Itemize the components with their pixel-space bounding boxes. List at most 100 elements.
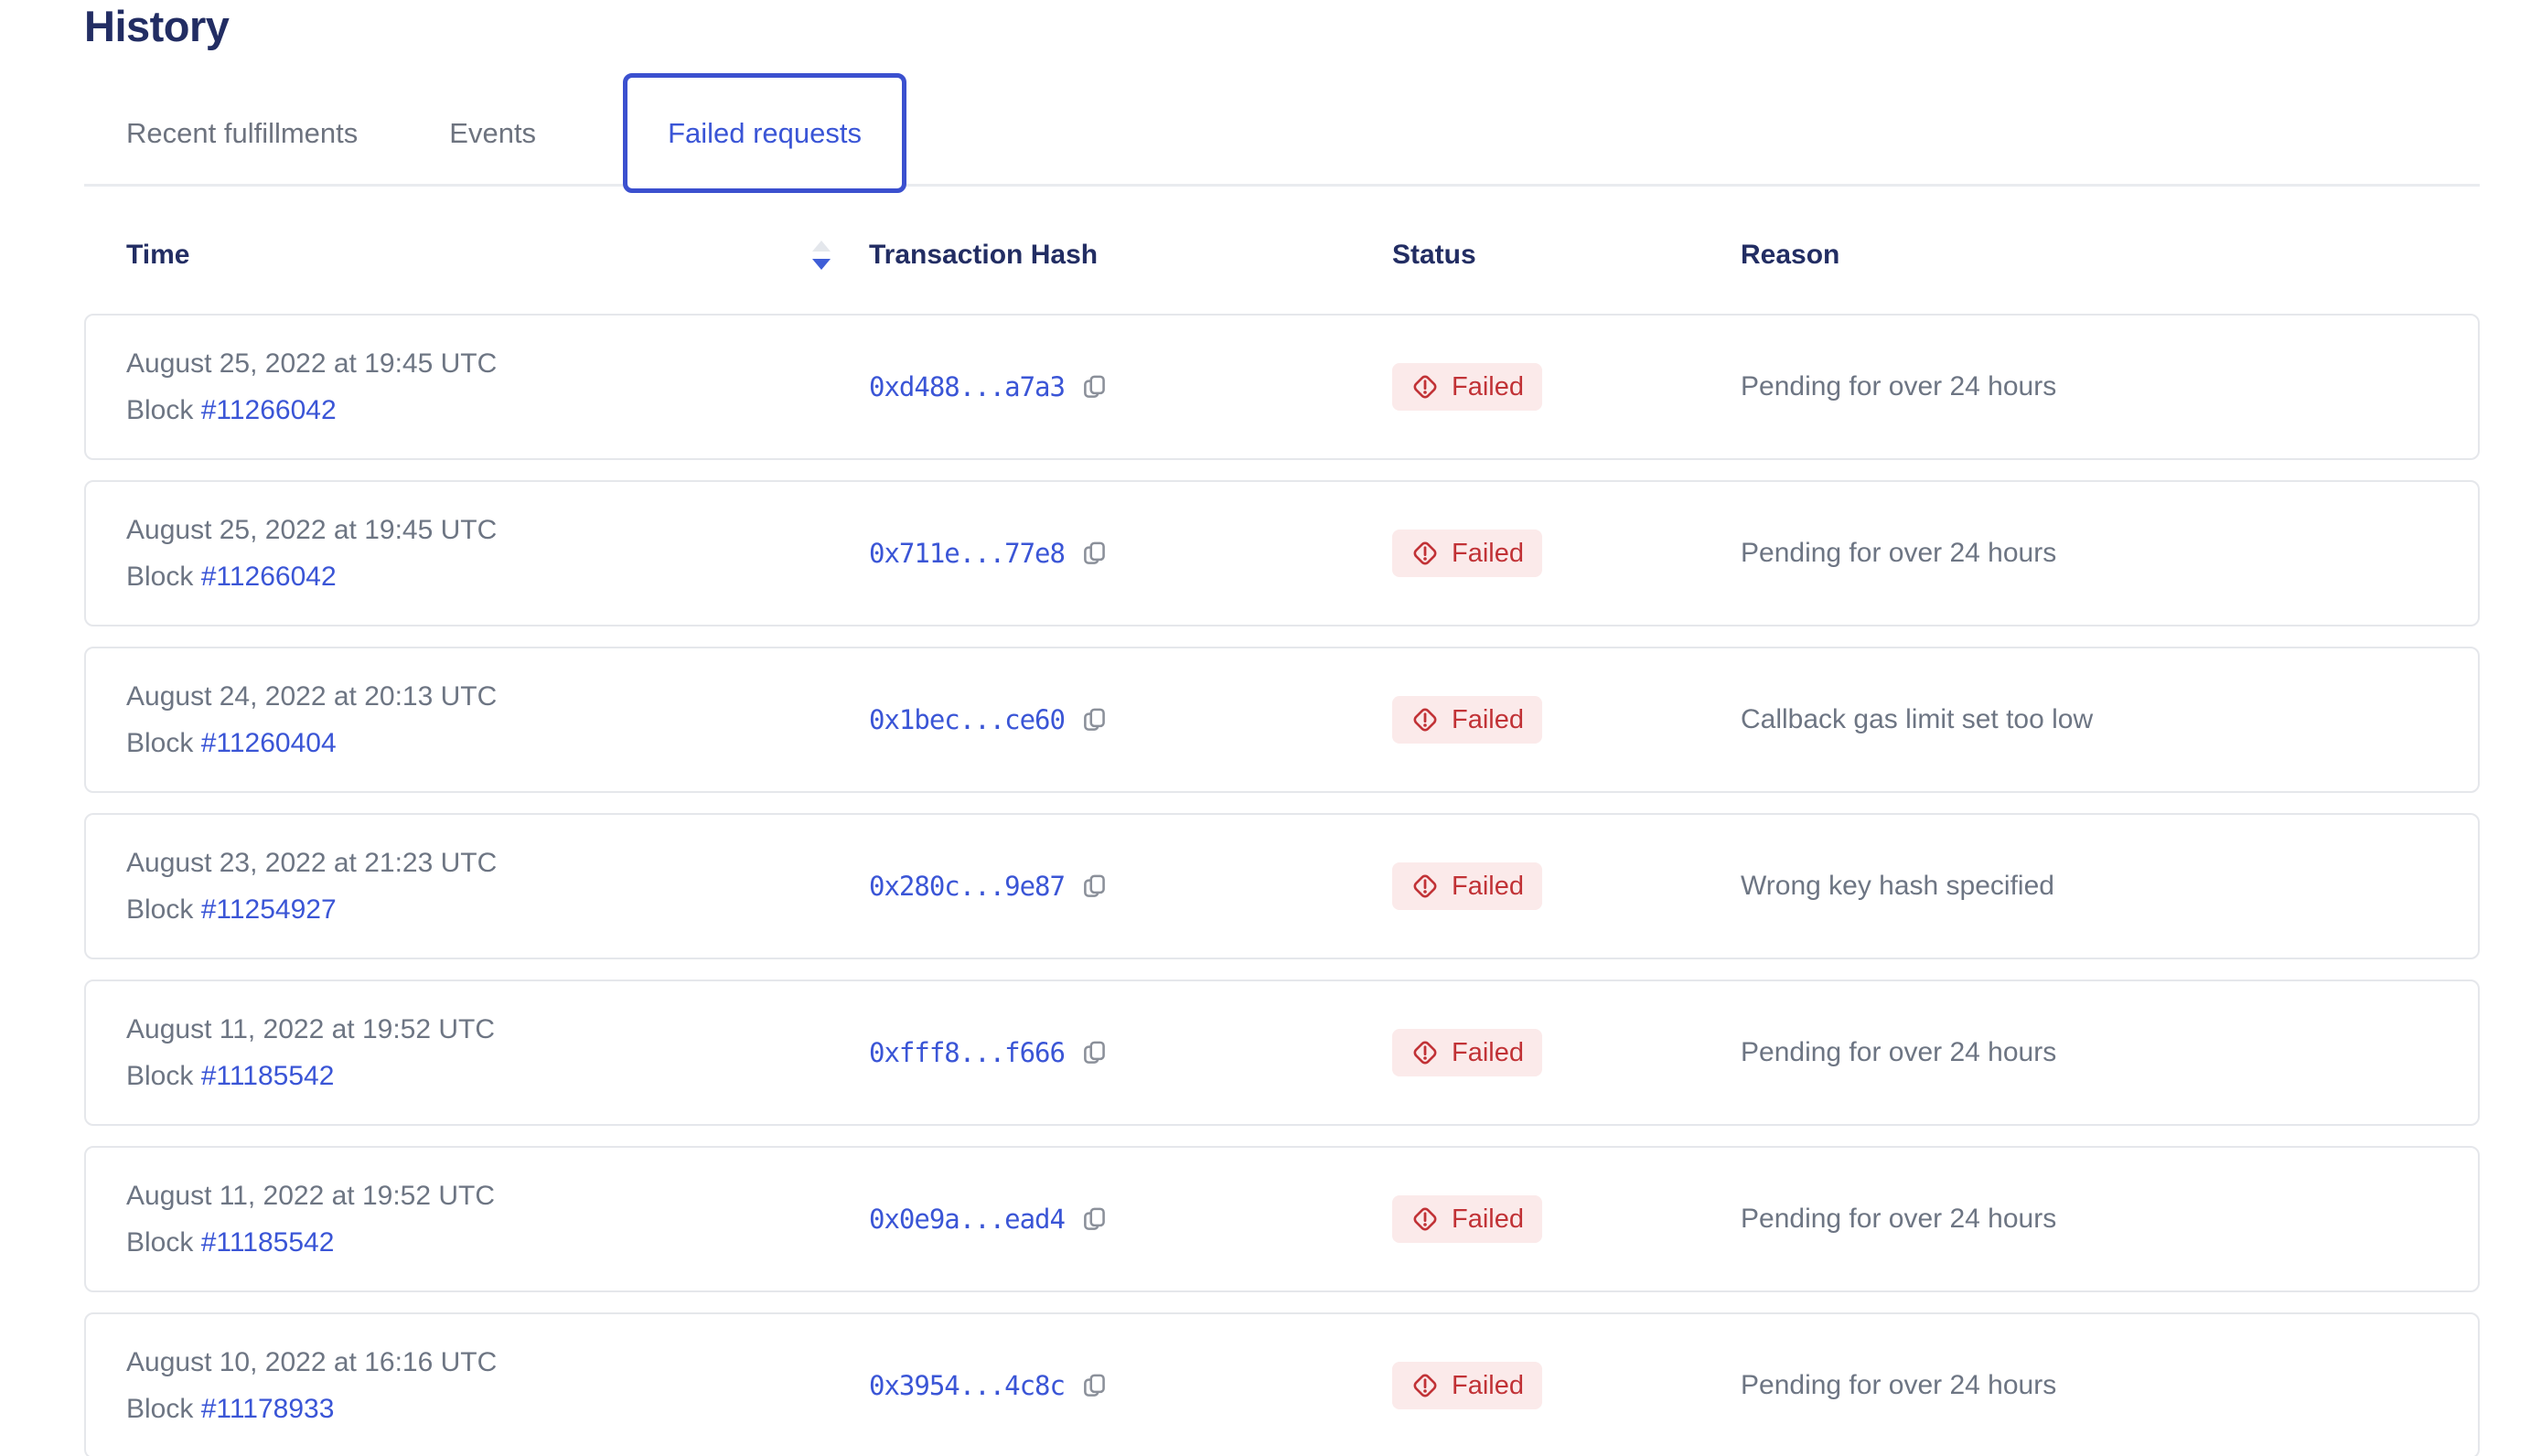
transaction-hash-link[interactable]: 0x0e9a...ead4: [869, 1204, 1066, 1235]
reason-cell: Wrong key hash specified: [1741, 871, 2054, 901]
copy-icon[interactable]: [1079, 1370, 1110, 1401]
row-date: August 11, 2022 at 19:52 UTC: [126, 1181, 496, 1211]
copy-icon[interactable]: [1079, 1204, 1110, 1235]
table-row: August 25, 2022 at 19:45 UTC Block #1126…: [84, 480, 2480, 626]
transaction-hash-cell: 0xd488...a7a3: [869, 371, 1392, 402]
column-header-time-label: Time: [126, 240, 190, 270]
time-cell: August 23, 2022 at 21:23 UTC Block #1125…: [86, 840, 869, 933]
status-cell: Failed: [1392, 1029, 1741, 1076]
table-row: August 24, 2022 at 20:13 UTC Block #1126…: [84, 647, 2480, 793]
tab-failed-requests[interactable]: Failed requests: [623, 73, 907, 193]
copy-icon[interactable]: [1079, 871, 1110, 902]
table-row: August 11, 2022 at 19:52 UTC Block #1118…: [84, 1146, 2480, 1292]
reason-cell: Pending for over 24 hours: [1741, 1204, 2057, 1234]
table-row: August 23, 2022 at 21:23 UTC Block #1125…: [84, 813, 2480, 959]
status-badge-label: Failed: [1452, 1370, 1524, 1400]
transaction-hash-link[interactable]: 0x1bec...ce60: [869, 704, 1066, 735]
transaction-hash-cell: 0x3954...4c8c: [869, 1370, 1392, 1401]
transaction-hash-link[interactable]: 0xfff8...f666: [869, 1037, 1066, 1068]
alert-diamond-icon: [1410, 539, 1440, 568]
failed-requests-list: August 25, 2022 at 19:45 UTC Block #1126…: [84, 314, 2480, 1456]
transaction-hash-cell: 0x1bec...ce60: [869, 704, 1392, 735]
table-row: August 11, 2022 at 19:52 UTC Block #1118…: [84, 980, 2480, 1126]
transaction-hash-link[interactable]: 0x711e...77e8: [869, 538, 1066, 569]
history-page: History Recent fulfillments Events Faile…: [84, 0, 2480, 1456]
row-date: August 10, 2022 at 16:16 UTC: [126, 1347, 498, 1377]
block-number-link[interactable]: #11185542: [200, 1061, 335, 1091]
table-row: August 25, 2022 at 19:45 UTC Block #1126…: [84, 314, 2480, 460]
row-date: August 24, 2022 at 20:13 UTC: [126, 681, 498, 712]
alert-diamond-icon: [1410, 1038, 1440, 1067]
time-cell: August 10, 2022 at 16:16 UTC Block #1117…: [86, 1339, 869, 1432]
block-line: Block #11185542: [126, 1053, 869, 1099]
status-badge-label: Failed: [1452, 371, 1524, 401]
reason-cell: Pending for over 24 hours: [1741, 538, 2057, 568]
block-number-link[interactable]: #11178933: [200, 1394, 335, 1424]
row-date: August 11, 2022 at 19:52 UTC: [126, 1014, 496, 1044]
block-label: Block: [126, 562, 194, 592]
reason-cell: Pending for over 24 hours: [1741, 1037, 2057, 1067]
sort-descending-icon[interactable]: [810, 238, 832, 273]
reason-cell: Pending for over 24 hours: [1741, 1370, 2057, 1400]
status-badge-label: Failed: [1452, 1037, 1524, 1067]
status-badge: Failed: [1392, 363, 1542, 411]
tab-recent-fulfillments[interactable]: Recent fulfillments: [126, 116, 359, 149]
status-badge-label: Failed: [1452, 1204, 1524, 1234]
table-header: Time Transaction Hash Status Reason: [84, 219, 2480, 292]
block-label: Block: [126, 1227, 194, 1258]
block-label: Block: [126, 1394, 194, 1424]
alert-diamond-icon: [1410, 1371, 1440, 1400]
transaction-hash-link[interactable]: 0x3954...4c8c: [869, 1370, 1066, 1401]
tab-bar: Recent fulfillments Events Failed reques…: [84, 73, 2480, 193]
block-label: Block: [126, 1061, 194, 1091]
block-number-link[interactable]: #11266042: [200, 562, 337, 592]
block-label: Block: [126, 395, 194, 425]
copy-icon[interactable]: [1079, 1037, 1110, 1068]
block-line: Block #11178933: [126, 1386, 869, 1432]
table-row: August 10, 2022 at 16:16 UTC Block #1117…: [84, 1312, 2480, 1456]
reason-cell: Callback gas limit set too low: [1741, 704, 2094, 734]
block-line: Block #11266042: [126, 387, 869, 434]
time-cell: August 24, 2022 at 20:13 UTC Block #1126…: [86, 673, 869, 766]
status-badge: Failed: [1392, 530, 1542, 577]
copy-icon[interactable]: [1079, 704, 1110, 735]
status-badge-label: Failed: [1452, 538, 1524, 568]
row-date: August 23, 2022 at 21:23 UTC: [126, 848, 498, 878]
status-cell: Failed: [1392, 530, 1741, 577]
alert-diamond-icon: [1410, 372, 1440, 401]
alert-diamond-icon: [1410, 1204, 1440, 1234]
status-cell: Failed: [1392, 1362, 1741, 1409]
block-number-link[interactable]: #11254927: [200, 894, 337, 925]
status-badge: Failed: [1392, 1029, 1542, 1076]
block-line: Block #11185542: [126, 1219, 869, 1266]
block-line: Block #11254927: [126, 886, 869, 933]
copy-icon[interactable]: [1079, 538, 1110, 569]
alert-diamond-icon: [1410, 705, 1440, 734]
transaction-hash-cell: 0x280c...9e87: [869, 871, 1392, 902]
column-header-reason: Reason: [1741, 240, 1840, 270]
time-cell: August 25, 2022 at 19:45 UTC Block #1126…: [86, 340, 869, 434]
transaction-hash-link[interactable]: 0x280c...9e87: [869, 871, 1066, 902]
transaction-hash-cell: 0xfff8...f666: [869, 1037, 1392, 1068]
row-date: August 25, 2022 at 19:45 UTC: [126, 515, 498, 545]
transaction-hash-cell: 0x711e...77e8: [869, 538, 1392, 569]
block-label: Block: [126, 728, 194, 758]
transaction-hash-link[interactable]: 0xd488...a7a3: [869, 371, 1066, 402]
column-header-time[interactable]: Time: [84, 238, 869, 273]
time-cell: August 25, 2022 at 19:45 UTC Block #1126…: [86, 507, 869, 600]
block-line: Block #11260404: [126, 720, 869, 766]
block-number-link[interactable]: #11260404: [200, 728, 337, 758]
copy-icon[interactable]: [1079, 371, 1110, 402]
status-badge: Failed: [1392, 696, 1542, 744]
status-badge-label: Failed: [1452, 871, 1524, 901]
status-cell: Failed: [1392, 862, 1741, 910]
block-label: Block: [126, 894, 194, 925]
page-title: History: [84, 2, 230, 50]
block-number-link[interactable]: #11185542: [200, 1227, 335, 1258]
time-cell: August 11, 2022 at 19:52 UTC Block #1118…: [86, 1006, 869, 1099]
tab-events[interactable]: Events: [449, 116, 537, 149]
block-number-link[interactable]: #11266042: [200, 395, 337, 425]
tabs-divider: [84, 184, 2480, 187]
status-cell: Failed: [1392, 363, 1741, 411]
status-badge: Failed: [1392, 1195, 1542, 1243]
